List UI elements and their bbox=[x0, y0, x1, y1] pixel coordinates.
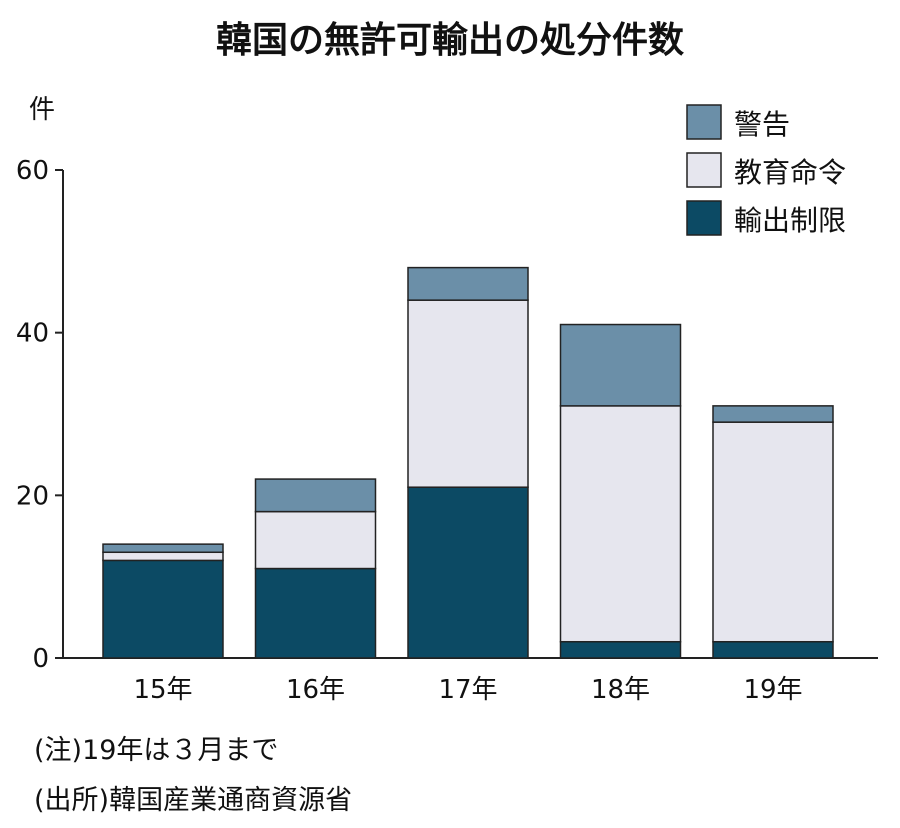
bar-segment bbox=[407, 266, 529, 301]
bar-segment bbox=[102, 559, 224, 659]
legend-swatch bbox=[686, 104, 722, 140]
bar-segment bbox=[712, 405, 834, 423]
bar-segment bbox=[712, 640, 834, 659]
legend-label: 警告 bbox=[734, 108, 790, 141]
chart-title: 韓国の無許可輸出の処分件数 bbox=[216, 20, 684, 61]
bar-segment bbox=[559, 323, 682, 407]
legend-label: 輸出制限 bbox=[734, 204, 846, 237]
x-category-label: 16年 bbox=[286, 675, 345, 705]
bar-segment bbox=[254, 510, 377, 570]
chart-source: (出所)韓国産業通商資源省 bbox=[34, 785, 353, 816]
y-ticks: 0 20 40 60 bbox=[16, 156, 63, 674]
x-category-label: 18年 bbox=[591, 675, 650, 705]
bar-segment bbox=[559, 405, 682, 643]
x-category-label: 15年 bbox=[133, 675, 192, 705]
bar-segment bbox=[254, 567, 377, 659]
bar-segment bbox=[102, 543, 224, 554]
y-tick-label: 20 bbox=[16, 481, 49, 511]
bar-segment bbox=[559, 640, 682, 659]
bar-segment bbox=[102, 551, 224, 562]
legend-swatch bbox=[686, 152, 722, 188]
y-tick-label: 40 bbox=[16, 319, 49, 349]
x-category-label: 19年 bbox=[743, 675, 802, 705]
legend-label: 教育命令 bbox=[734, 156, 846, 189]
y-tick-label: 0 bbox=[32, 644, 49, 674]
y-axis-unit: 件 bbox=[29, 95, 55, 125]
chart-note: (注)19年は３月まで bbox=[34, 735, 279, 766]
x-categories: 15年 16年 17年 18年 19年 bbox=[133, 675, 802, 705]
x-category-label: 17年 bbox=[438, 675, 497, 705]
bar-segment bbox=[254, 478, 377, 513]
bar-segment bbox=[407, 299, 529, 488]
y-tick-label: 60 bbox=[16, 156, 49, 186]
bar-segment bbox=[407, 486, 529, 659]
bars bbox=[102, 266, 834, 659]
legend-swatch bbox=[686, 200, 722, 236]
bar-segment bbox=[712, 421, 834, 643]
